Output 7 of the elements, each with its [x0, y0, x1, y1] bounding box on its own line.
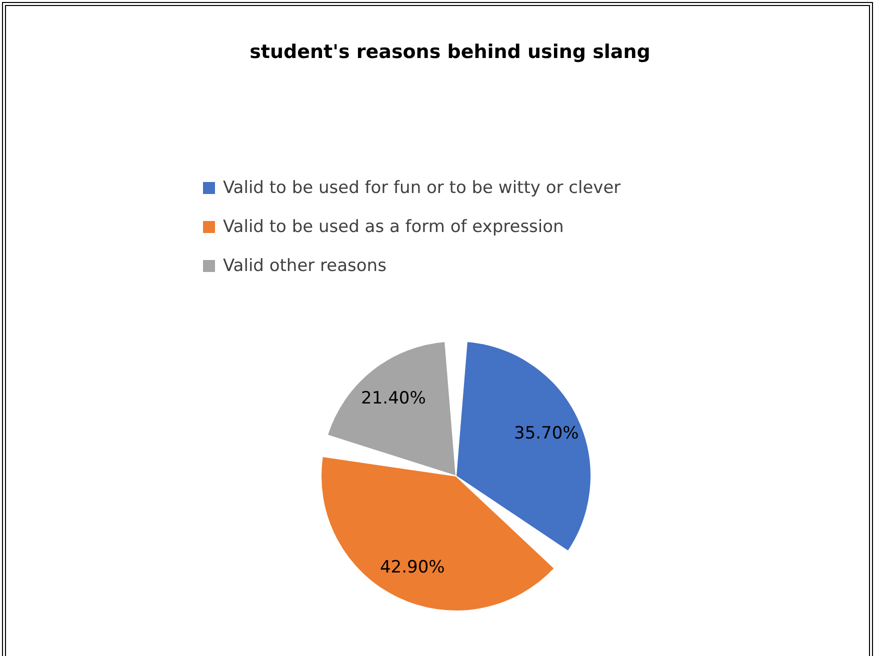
data-label: 21.40% — [361, 388, 426, 408]
data-label: 42.90% — [380, 557, 445, 578]
legend-label: Valid to be used for fun or to be witty or clever — [223, 178, 621, 198]
legend-label: Valid to be used as a form of expression — [223, 217, 564, 237]
data-label: 35.70% — [514, 423, 579, 444]
legend-label: Valid other reasons — [223, 256, 387, 276]
chart-title: student's reasons behind using slang — [250, 41, 650, 63]
